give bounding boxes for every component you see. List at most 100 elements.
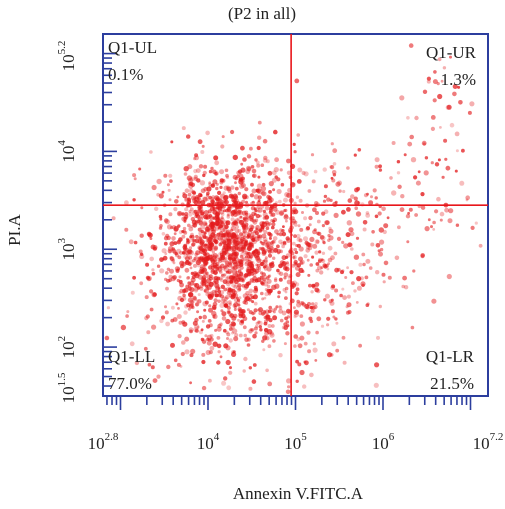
scatter-point (378, 168, 383, 172)
scatter-point (233, 265, 238, 270)
scatter-point (296, 299, 301, 304)
scatter-point (159, 217, 163, 221)
scatter-point (281, 255, 287, 261)
scatter-point (240, 167, 246, 173)
scatter-point (261, 251, 267, 257)
scatter-point (320, 258, 324, 262)
scatter-point (175, 268, 180, 273)
y-tick-label: 102 (56, 336, 78, 359)
scatter-point (286, 378, 292, 384)
scatter-point (328, 228, 334, 234)
scatter-point (170, 276, 176, 282)
scatter-point (226, 286, 232, 292)
scatter-point (293, 209, 299, 215)
scatter-point (271, 212, 276, 217)
scatter-point (359, 276, 364, 281)
scatter-point (240, 309, 246, 314)
scatter-point (271, 240, 275, 244)
scatter-point (241, 232, 247, 238)
scatter-point (190, 348, 196, 354)
scatter-point (246, 266, 250, 271)
scatter-point (104, 335, 110, 341)
scatter-point (436, 196, 441, 202)
scatter-point (445, 165, 451, 171)
scatter-point (238, 177, 242, 181)
scatter-point (470, 225, 475, 230)
scatter-point (214, 283, 220, 289)
scatter-point (206, 284, 212, 290)
scatter-point (249, 293, 253, 297)
scatter-point (225, 208, 229, 213)
scatter-point (133, 177, 137, 181)
scatter-point (253, 253, 256, 257)
scatter-point (218, 259, 223, 263)
scatter-point (184, 304, 189, 309)
scatter-point (335, 321, 339, 325)
scatter-point (224, 199, 229, 205)
scatter-point (226, 238, 230, 242)
scatter-point (175, 302, 179, 306)
scatter-point (194, 153, 199, 158)
scatter-point (161, 232, 166, 236)
scatter-point (192, 295, 197, 301)
scatter-point (302, 384, 307, 389)
quadrant-bottom-left-percent: 77.0% (108, 374, 152, 393)
scatter-point (218, 276, 223, 281)
scatter-point (182, 251, 185, 255)
scatter-point (236, 242, 242, 248)
scatter-point (234, 333, 239, 338)
scatter-point (316, 219, 321, 224)
scatter-point (421, 140, 427, 146)
scatter-point (278, 353, 283, 358)
scatter-point (276, 188, 282, 195)
scatter-point (179, 288, 184, 294)
scatter-point (208, 240, 213, 246)
scatter-point (265, 226, 270, 231)
scatter-point (178, 230, 183, 235)
scatter-point (220, 255, 226, 261)
scatter-point (391, 141, 396, 145)
scatter-point (216, 343, 222, 349)
scatter-point (379, 239, 385, 245)
scatter-point (256, 163, 261, 168)
scatter-point (330, 142, 334, 146)
scatter-point (294, 250, 299, 255)
scatter-point (168, 212, 173, 217)
scatter-point (327, 233, 331, 238)
scatter-point (236, 201, 241, 205)
scatter-point (164, 277, 168, 281)
scatter-point (415, 180, 421, 186)
scatter-point (220, 217, 225, 223)
scatter-point (208, 195, 212, 200)
scatter-point (314, 302, 318, 306)
scatter-point (319, 235, 325, 240)
scatter-point (240, 239, 245, 243)
scatter-point (132, 198, 136, 202)
scatter-point (407, 141, 413, 147)
scatter-point (278, 304, 282, 308)
scatter-point (246, 165, 252, 171)
scatter-point (204, 334, 208, 338)
scatter-point (465, 195, 471, 200)
scatter-point (381, 272, 386, 277)
plot-frame (102, 33, 489, 397)
scatter-point (220, 284, 225, 289)
scatter-point (339, 293, 343, 298)
scatter-point (232, 154, 238, 161)
scatter-point (357, 148, 362, 152)
scatter-point (200, 200, 206, 206)
scatter-point (219, 302, 225, 308)
scatter-point (181, 261, 187, 267)
scatter-point (321, 251, 326, 255)
scatter-point (326, 352, 333, 358)
scatter-point (287, 385, 291, 389)
scatter-point (323, 194, 328, 199)
scatter-point (341, 287, 345, 291)
scatter-point (365, 303, 370, 308)
scatter-point (151, 292, 157, 298)
scatter-point (331, 178, 336, 183)
scatter-point (211, 310, 217, 317)
scatter-point (212, 169, 217, 175)
scatter-point (236, 296, 239, 300)
scatter-point (355, 236, 360, 240)
